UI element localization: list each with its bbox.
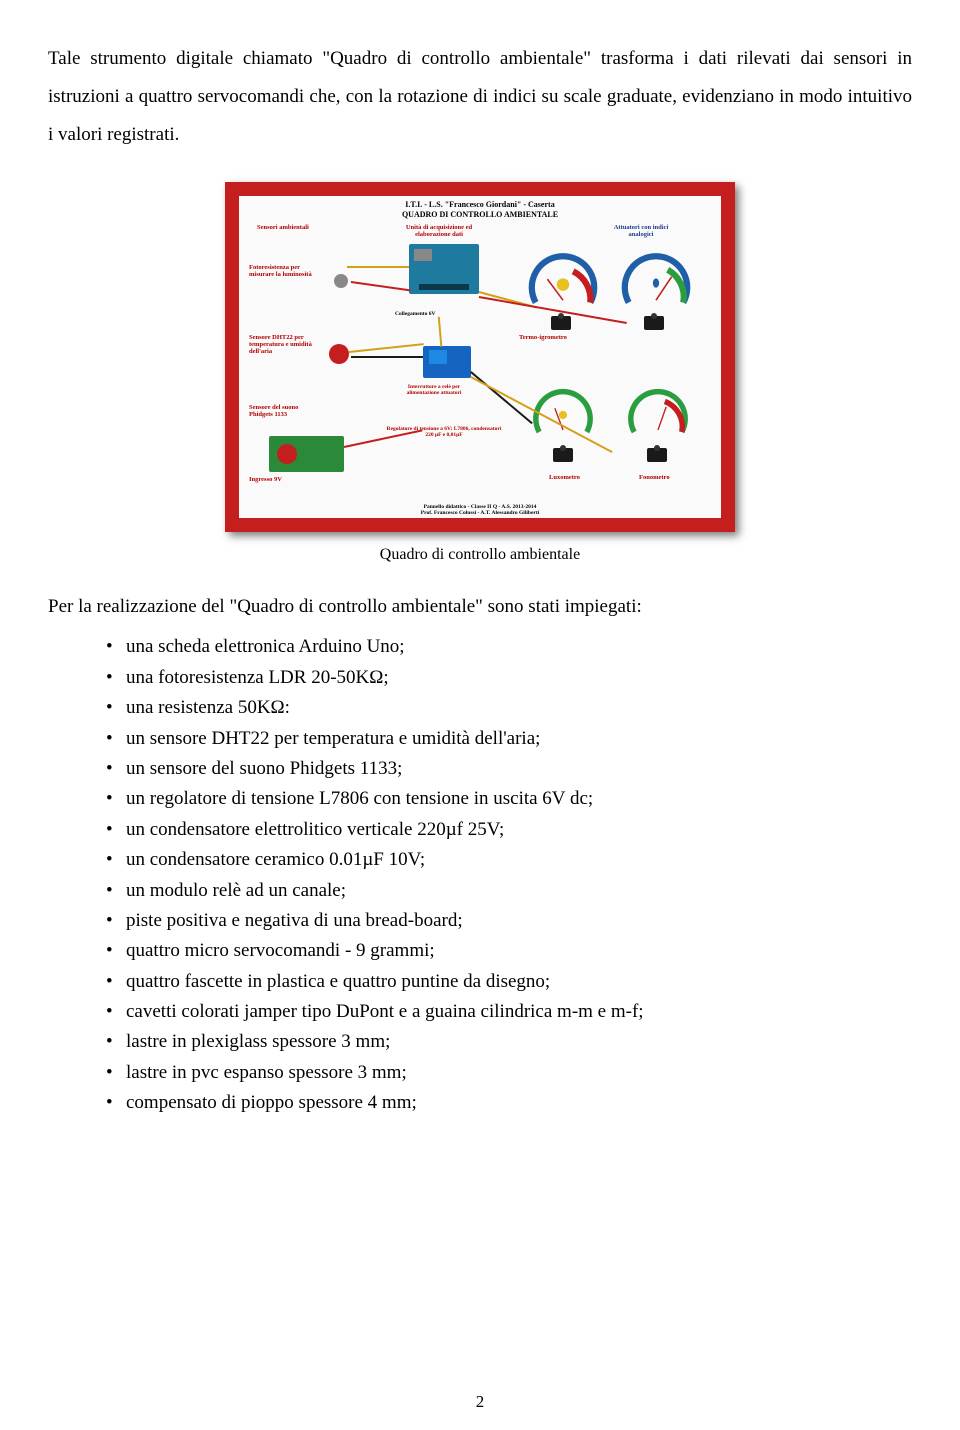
- list-item: quattro micro servocomandi - 9 grammi;: [106, 936, 912, 966]
- label-termo: Termo-igrometro: [519, 334, 567, 341]
- dht22-sensor: [329, 344, 349, 364]
- panel-footer-2: Prof. Francesco Colussi - A.T. Alessandr…: [239, 510, 721, 516]
- label-9v: Ingresso 9V: [249, 476, 282, 483]
- label-coll: Collegamento 6V: [395, 311, 435, 317]
- list-item: quattro fascette in plastica e quattro p…: [106, 967, 912, 997]
- list-item: un sensore DHT22 per temperatura e umidi…: [106, 724, 912, 754]
- relay-module: [423, 346, 471, 378]
- list-item: un condensatore ceramico 0.01µF 10V;: [106, 845, 912, 875]
- component-list: una scheda elettronica Arduino Uno; una …: [48, 632, 912, 1118]
- intro-paragraph: Tale strumento digitale chiamato "Quadro…: [48, 40, 912, 154]
- list-item: una fotoresistenza LDR 20-50KΩ;: [106, 663, 912, 693]
- servo-2: [644, 316, 664, 330]
- gauge-humidity: [617, 244, 695, 322]
- servo-4: [647, 448, 667, 462]
- panel-header-line2: QUADRO DI CONTROLLO AMBIENTALE: [239, 210, 721, 220]
- wire: [471, 371, 533, 424]
- list-item: piste positiva e negativa di una bread-b…: [106, 906, 912, 936]
- servo-3: [553, 448, 573, 462]
- figure-caption: Quadro di controllo ambientale: [380, 546, 580, 564]
- sound-sensor-board: [269, 436, 344, 472]
- list-item: un sensore del suono Phidgets 1133;: [106, 754, 912, 784]
- panel-footer: Pannello didattico - Classe II Q - A.S. …: [239, 504, 721, 516]
- label-col2: Unità di acquisizione ed elaborazione da…: [389, 224, 489, 238]
- label-col1: Sensori ambientali: [257, 224, 309, 231]
- label-dht: Sensore DHT22 per temperatura e umidità …: [249, 334, 319, 355]
- panel-header: I.T.I. - L.S. "Francesco Giordani" - Cas…: [239, 200, 721, 219]
- label-relay: Interruttore a relè per alimentazione at…: [394, 384, 474, 396]
- list-item: lastre in plexiglass spessore 3 mm;: [106, 1027, 912, 1057]
- list-item: un condensatore elettrolitico verticale …: [106, 815, 912, 845]
- label-fono: Fonometro: [639, 474, 670, 481]
- gauge-phono: [624, 381, 692, 449]
- panel-frame: I.T.I. - L.S. "Francesco Giordani" - Cas…: [225, 182, 735, 532]
- list-item: un regolatore di tensione L7806 con tens…: [106, 784, 912, 814]
- arduino-board: [409, 244, 479, 294]
- label-lux: Luxometro: [549, 474, 580, 481]
- label-col3: Attuatori con indici analogici: [601, 224, 681, 238]
- ldr-sensor: [334, 274, 348, 288]
- label-reg: Regolatore di tensione a 6V: L7806, cond…: [384, 426, 504, 438]
- list-item: una scheda elettronica Arduino Uno;: [106, 632, 912, 662]
- label-sound: Sensore del suono Phidgets 1133: [249, 404, 304, 418]
- list-item: un modulo relè ad un canale;: [106, 876, 912, 906]
- section-intro: Per la realizzazione del "Quadro di cont…: [48, 592, 912, 622]
- list-item: compensato di pioppo spessore 4 mm;: [106, 1088, 912, 1118]
- list-item: lastre in pvc espanso spessore 3 mm;: [106, 1058, 912, 1088]
- page-number: 2: [0, 1392, 960, 1412]
- label-ldr: Fotoresistenza per misurare la luminosit…: [249, 264, 319, 278]
- wire: [349, 343, 424, 352]
- panel-header-line1: I.T.I. - L.S. "Francesco Giordani" - Cas…: [239, 200, 721, 210]
- wire: [438, 317, 442, 347]
- list-item: una resistenza 50KΩ:: [106, 693, 912, 723]
- figure-container: I.T.I. - L.S. "Francesco Giordani" - Cas…: [48, 182, 912, 564]
- panel-inner: I.T.I. - L.S. "Francesco Giordani" - Cas…: [239, 196, 721, 518]
- wire: [347, 266, 409, 268]
- wire: [351, 281, 411, 291]
- wire: [351, 356, 423, 358]
- servo-1: [551, 316, 571, 330]
- list-item: cavetti colorati jamper tipo DuPont e a …: [106, 997, 912, 1027]
